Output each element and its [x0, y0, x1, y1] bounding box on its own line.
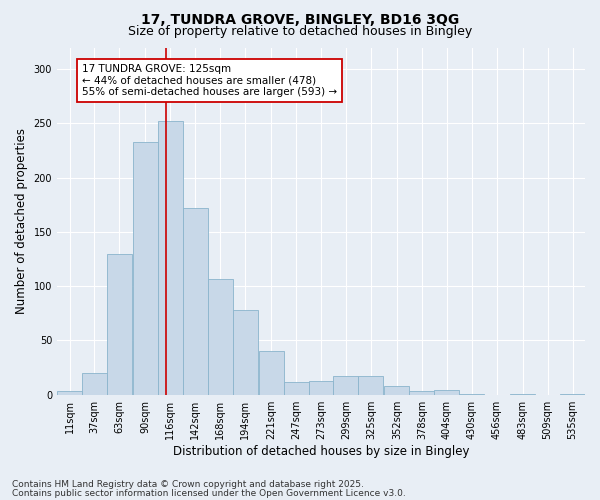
Bar	[82, 373, 107, 394]
Text: Contains HM Land Registry data © Crown copyright and database right 2025.: Contains HM Land Registry data © Crown c…	[12, 480, 364, 489]
Bar	[358, 376, 383, 394]
Bar	[259, 352, 284, 395]
Bar	[183, 208, 208, 394]
Bar	[308, 380, 334, 394]
Bar	[409, 392, 434, 394]
Bar	[434, 390, 459, 394]
Text: Contains public sector information licensed under the Open Government Licence v3: Contains public sector information licen…	[12, 488, 406, 498]
Bar	[208, 278, 233, 394]
Bar	[334, 376, 358, 394]
Bar	[233, 310, 257, 394]
Text: 17, TUNDRA GROVE, BINGLEY, BD16 3QG: 17, TUNDRA GROVE, BINGLEY, BD16 3QG	[141, 12, 459, 26]
Bar	[57, 392, 82, 394]
Y-axis label: Number of detached properties: Number of detached properties	[15, 128, 28, 314]
Bar	[107, 254, 132, 394]
Bar	[133, 142, 158, 395]
Text: Size of property relative to detached houses in Bingley: Size of property relative to detached ho…	[128, 25, 472, 38]
Bar	[284, 382, 308, 394]
Text: 17 TUNDRA GROVE: 125sqm
← 44% of detached houses are smaller (478)
55% of semi-d: 17 TUNDRA GROVE: 125sqm ← 44% of detache…	[82, 64, 337, 97]
Bar	[158, 122, 183, 394]
Bar	[385, 386, 409, 394]
X-axis label: Distribution of detached houses by size in Bingley: Distribution of detached houses by size …	[173, 444, 469, 458]
